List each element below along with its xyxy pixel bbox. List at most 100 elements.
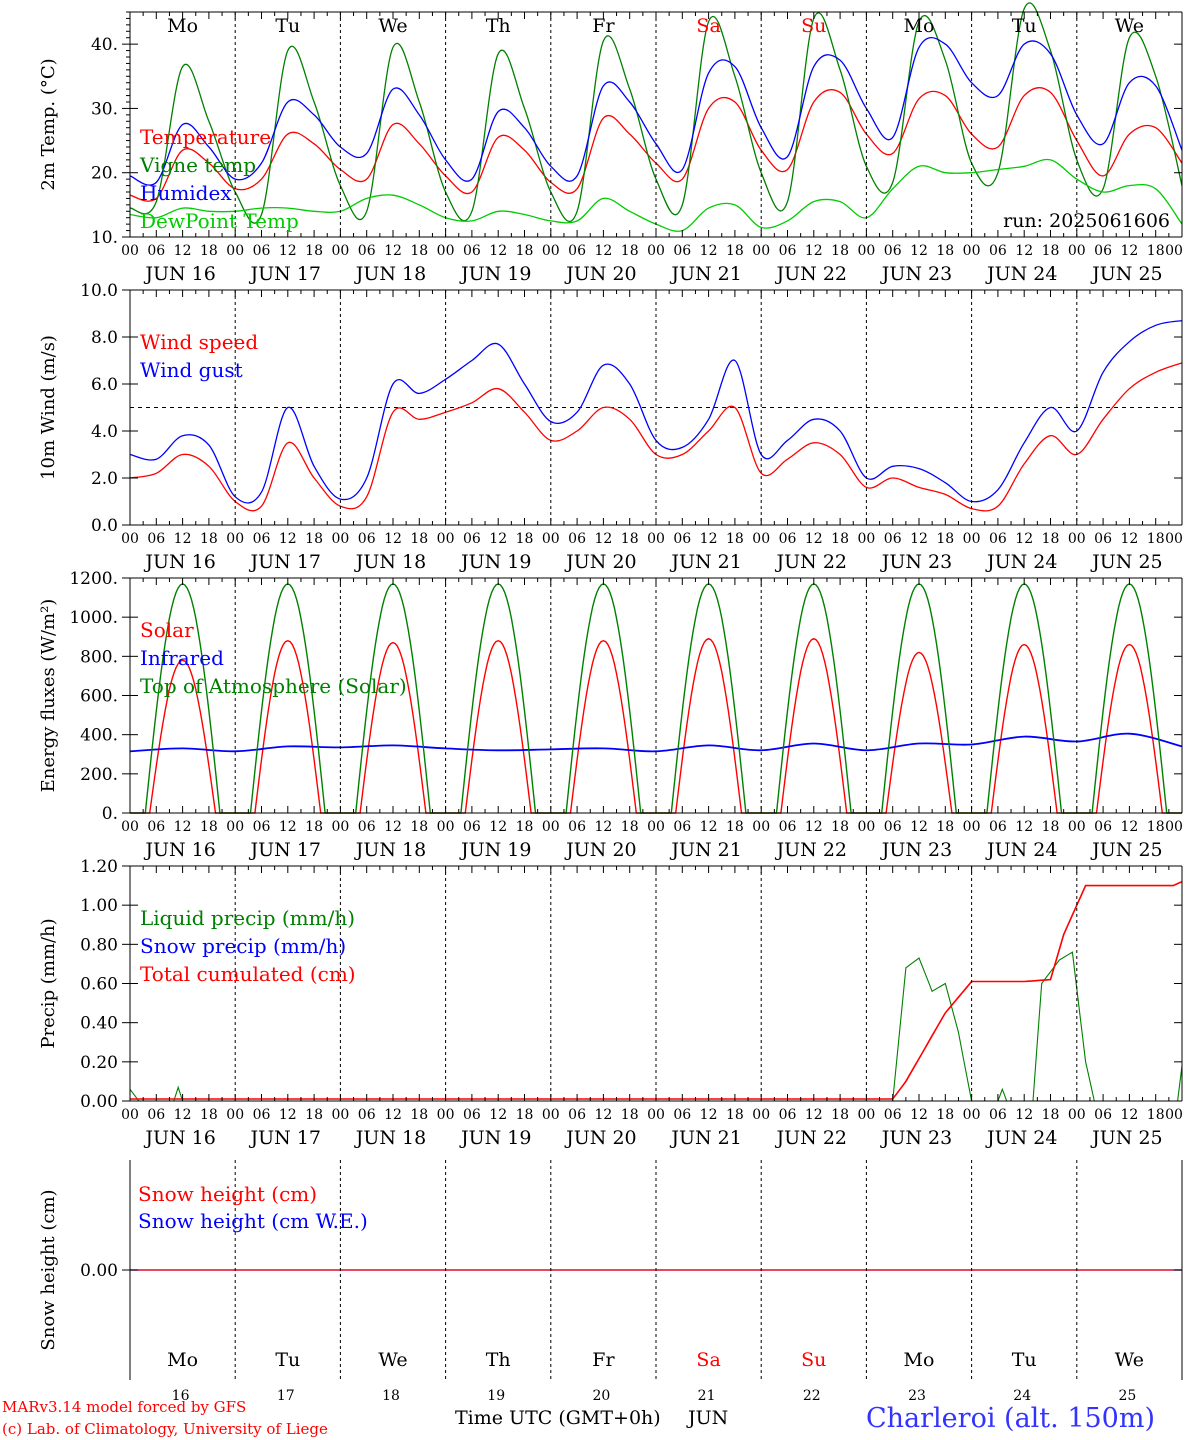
x-tick-label: 12: [594, 531, 612, 547]
series-line: [129, 37, 1183, 186]
x-tick-label: 18: [831, 1107, 849, 1123]
x-tick-label: 18: [936, 1107, 954, 1123]
x-tick-label: 12: [594, 243, 612, 259]
x-tick-label: 06: [568, 819, 586, 835]
day-number-label: 18: [382, 1388, 400, 1404]
legend-entry: Wind speed: [140, 330, 258, 354]
x-tick-label: 00: [121, 819, 139, 835]
x-tick-label: 18: [936, 819, 954, 835]
y-axis-label: Precip (mm/h): [38, 918, 59, 1048]
x-tick-label: 06: [463, 243, 481, 259]
x-tick-label: 06: [779, 531, 797, 547]
date-label: JUN 24: [985, 551, 1057, 573]
y-tick-label: 600.: [80, 687, 118, 707]
x-tick-label: 12: [1120, 819, 1138, 835]
y-tick-label: 8.0: [91, 328, 118, 348]
x-tick-label: 12: [594, 819, 612, 835]
x-tick-label: 12: [279, 531, 297, 547]
x-tick-label: 06: [989, 1107, 1007, 1123]
x-tick-label: 06: [989, 531, 1007, 547]
x-tick-label: 18: [516, 531, 534, 547]
date-label: JUN 24: [985, 839, 1057, 861]
x-tick-label: 00: [121, 531, 139, 547]
x-tick-label: 18: [305, 243, 323, 259]
panel-snow: 0.00 Snow height (cm) Snow height (cm) Snow…: [38, 1160, 1183, 1404]
x-tick-label: 18: [200, 243, 218, 259]
date-label: JUN 18: [354, 839, 426, 861]
x-tick-label: 12: [700, 243, 718, 259]
date-label: JUN 20: [564, 551, 636, 573]
x-tick-label: 00: [857, 819, 875, 835]
x-tick-label: 06: [147, 243, 165, 259]
x-tick-label: 18: [1147, 243, 1165, 259]
date-label: JUN 25: [1090, 839, 1162, 861]
weekday-label: Mo: [167, 15, 198, 37]
x-tick-label: 00: [752, 1107, 770, 1123]
x-tick-label: 18: [1147, 531, 1165, 547]
y-tick-label: 10.0: [80, 281, 118, 301]
x-tick-label: 00: [437, 819, 455, 835]
y-tick-label: 400.: [80, 726, 118, 746]
x-tick-label: 06: [147, 819, 165, 835]
x-tick-label: 18: [1042, 531, 1060, 547]
date-label: JUN 22: [775, 551, 847, 573]
x-tick-label: 06: [673, 1107, 691, 1123]
x-tick-label: 12: [700, 1107, 718, 1123]
date-label: JUN 18: [354, 263, 426, 285]
date-label: JUN 25: [1090, 263, 1162, 285]
x-tick-label: 00: [1165, 1107, 1183, 1123]
date-label: JUN 17: [249, 551, 321, 573]
y-tick-label: 0.40: [80, 1014, 118, 1034]
legend-entry: DewPoint Temp: [140, 209, 299, 233]
footer-time-axis-label: Time UTC (GMT+0h): [455, 1407, 661, 1429]
x-tick-label: 06: [358, 243, 376, 259]
weekday-label: We: [1115, 1349, 1144, 1371]
x-tick-label: 12: [700, 819, 718, 835]
x-tick-label: 06: [147, 1107, 165, 1123]
x-tick-label: 06: [884, 1107, 902, 1123]
y-tick-label: 30.: [91, 99, 118, 119]
date-label: JUN 17: [249, 263, 321, 285]
legend-entry: Snow precip (mm/h): [140, 934, 346, 958]
x-tick-label: 06: [463, 819, 481, 835]
x-tick-label: 18: [621, 531, 639, 547]
x-tick-label: 00: [331, 819, 349, 835]
weekday-label: Su: [801, 15, 826, 37]
day-number-label: 16: [172, 1388, 190, 1404]
x-tick-label: 12: [384, 1107, 402, 1123]
weekday-label: Sa: [696, 15, 720, 37]
date-label: JUN 16: [143, 263, 215, 285]
x-tick-label: 00: [542, 819, 560, 835]
y-tick-label: 1.20: [80, 857, 118, 877]
panel-energy: 0. 200. 400. 600. 800. 1000. 1200. Energy fluxe…: [38, 569, 1183, 861]
x-tick-label: 06: [673, 819, 691, 835]
x-tick-label: 00: [647, 819, 665, 835]
x-tick-label: 18: [410, 1107, 428, 1123]
x-tick-label: 00: [437, 1107, 455, 1123]
y-tick-label: 1200.: [69, 569, 118, 589]
x-tick-label: 06: [673, 243, 691, 259]
footer-lab-credit: (c) Lab. of Climatology, University of L…: [2, 1420, 328, 1438]
y-tick-label: 10.: [91, 228, 118, 248]
footer-model-credit: MARv3.14 model forced by GFS: [2, 1398, 246, 1416]
x-tick-label: 06: [253, 819, 271, 835]
date-label: JUN 19: [459, 1127, 531, 1149]
date-label: JUN 23: [880, 839, 952, 861]
x-tick-label: 12: [1015, 531, 1033, 547]
x-tick-label: 18: [410, 243, 428, 259]
weekday-label: We: [1115, 15, 1144, 37]
x-tick-label: 00: [963, 1107, 981, 1123]
day-number-label: 24: [1013, 1388, 1031, 1404]
weekday-label: Tu: [1012, 15, 1037, 37]
x-tick-label: 12: [489, 1107, 507, 1123]
x-tick-label: 12: [174, 1107, 192, 1123]
x-tick-label: 00: [1165, 819, 1183, 835]
x-tick-label: 18: [516, 819, 534, 835]
legend-entry: Snow height (cm W.E.): [138, 1209, 368, 1233]
date-label: JUN 21: [669, 551, 741, 573]
x-tick-label: 06: [1094, 1107, 1112, 1123]
x-tick-label: 06: [358, 1107, 376, 1123]
x-tick-label: 00: [857, 243, 875, 259]
x-tick-label: 12: [910, 243, 928, 259]
